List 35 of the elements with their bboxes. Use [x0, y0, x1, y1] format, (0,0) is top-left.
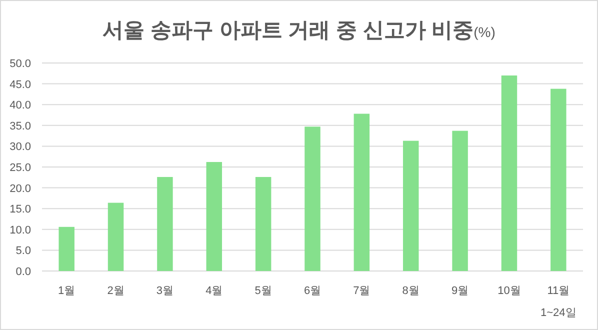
- y-tick-label: 45.0: [10, 78, 31, 91]
- bar: [58, 226, 74, 271]
- y-tick-label: 10.0: [10, 224, 31, 236]
- bar: [304, 126, 320, 271]
- bar: [157, 176, 173, 271]
- y-tick-label: 35.0: [10, 120, 31, 132]
- bar: [108, 202, 124, 271]
- y-tick-label: 0.0: [16, 266, 31, 278]
- y-tick-label: 20.0: [10, 182, 31, 195]
- y-tick-label: 40.0: [10, 100, 31, 112]
- bar: [501, 75, 518, 271]
- x-tick-label: 5월: [254, 285, 272, 297]
- x-tick-label: 10월: [498, 285, 521, 297]
- bar: [452, 130, 468, 271]
- x-tick-label: 6월: [304, 285, 322, 297]
- y-tick-label: 50.0: [10, 58, 31, 70]
- y-tick-label: 5.0: [16, 245, 31, 258]
- bar: [402, 140, 419, 271]
- x-tick-label: 3월: [156, 285, 174, 297]
- x-tick-label: 2월: [107, 285, 124, 297]
- y-tick-label: 25.0: [10, 162, 31, 174]
- bar: [550, 88, 566, 271]
- chart-title: 서울 송파구 아파트 거래 중 신고가 비중(%): [102, 19, 496, 42]
- bar: [354, 114, 370, 271]
- x-tick-label: 11월: [547, 285, 570, 297]
- x-tick-label: 7월: [353, 285, 370, 297]
- y-tick-label: 30.0: [10, 141, 31, 154]
- bar: [206, 162, 222, 271]
- x-tick-label: 1월: [58, 285, 76, 297]
- text: 1~24일: [540, 307, 576, 319]
- x-tick-label: 4월: [206, 285, 223, 297]
- bar: [255, 176, 272, 271]
- y-tick-label: 15.0: [10, 204, 31, 216]
- x-tick-label: 9월: [451, 285, 469, 297]
- x-tick-label: 8월: [402, 285, 420, 297]
